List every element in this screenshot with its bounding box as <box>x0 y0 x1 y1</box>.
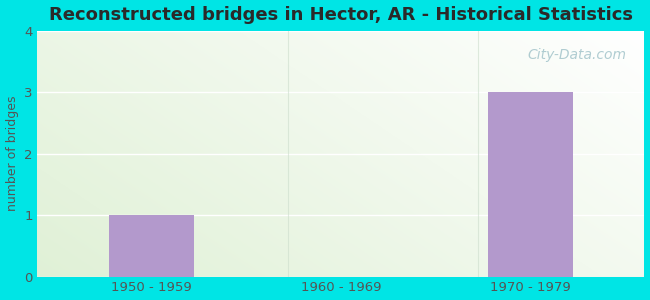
Bar <box>109 215 194 277</box>
Title: Reconstructed bridges in Hector, AR - Historical Statistics: Reconstructed bridges in Hector, AR - Hi… <box>49 6 633 24</box>
Text: City-Data.com: City-Data.com <box>527 48 626 62</box>
Bar <box>488 92 573 277</box>
Y-axis label: number of bridges: number of bridges <box>6 96 19 212</box>
